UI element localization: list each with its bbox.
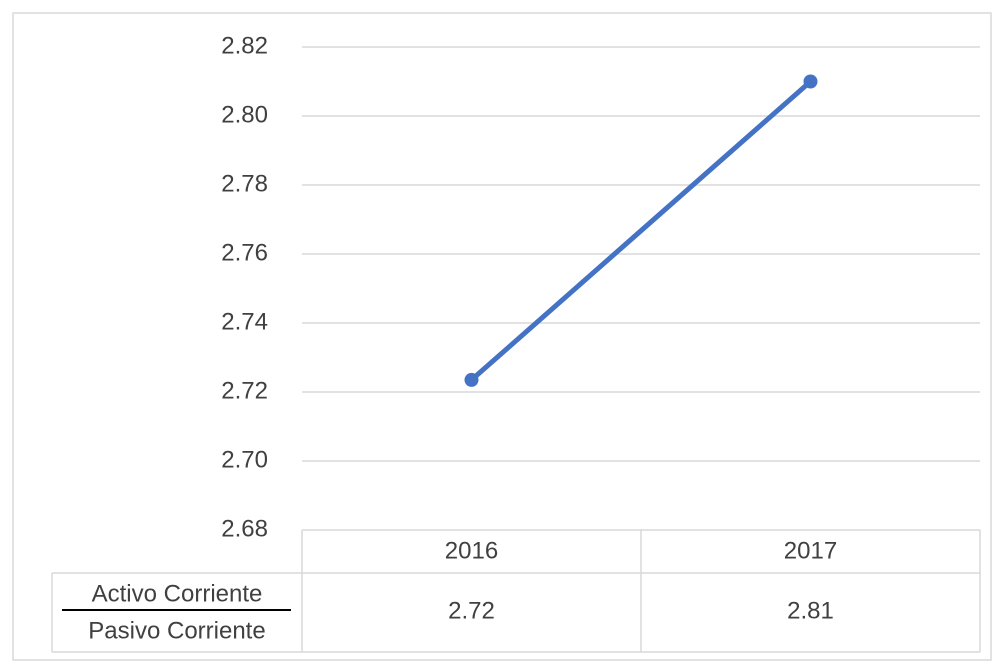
marker	[803, 74, 818, 89]
y-tick-label: 2.78	[221, 170, 268, 197]
table-value: 2.81	[787, 597, 834, 624]
x-tick-label: 2017	[784, 537, 837, 564]
row-label-numerator: Activo Corriente	[92, 580, 263, 607]
y-tick-label: 2.68	[221, 515, 268, 542]
row-label-denominator: Pasivo Corriente	[88, 617, 265, 644]
marker	[464, 372, 479, 387]
table-value: 2.72	[448, 597, 495, 624]
y-tick-label: 2.74	[221, 308, 268, 335]
y-tick-label: 2.82	[221, 32, 268, 59]
chart-border	[12, 12, 992, 661]
y-tick-label: 2.80	[221, 101, 268, 128]
x-tick-label: 2016	[445, 537, 498, 564]
y-tick-label: 2.76	[221, 239, 268, 266]
line	[469, 79, 813, 383]
y-tick-label: 2.70	[221, 446, 268, 473]
y-tick-label: 2.72	[221, 377, 268, 404]
